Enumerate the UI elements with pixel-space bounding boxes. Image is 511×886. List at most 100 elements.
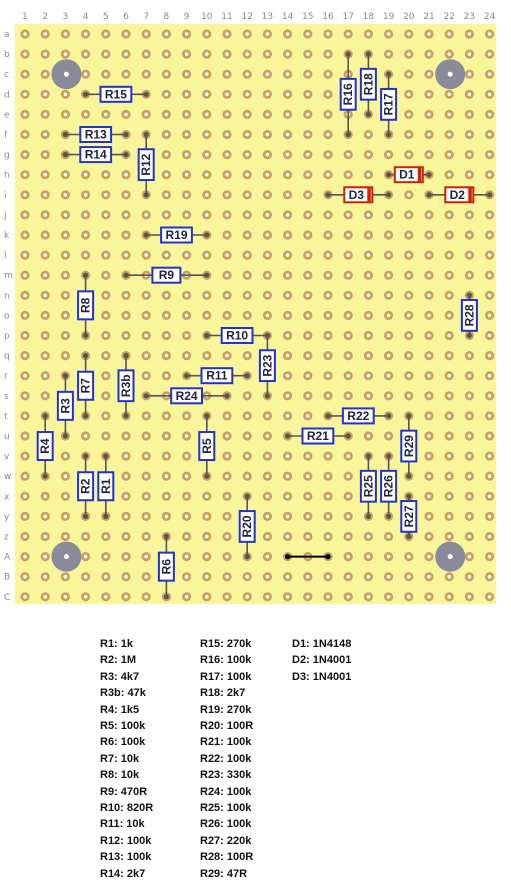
pad-hole	[164, 132, 169, 137]
pad-hole	[467, 434, 472, 438]
pad-hole	[184, 193, 189, 197]
pad-hole	[43, 373, 47, 378]
pad-hole	[184, 52, 189, 56]
lead-end	[143, 232, 149, 238]
pad-hole	[427, 595, 431, 599]
pad-hole	[306, 132, 310, 137]
pad-hole	[164, 152, 169, 157]
pad-hole	[124, 574, 128, 579]
pad-hole	[285, 494, 290, 499]
legend-entry: R22: 100k	[200, 752, 252, 765]
pad-hole	[467, 152, 472, 157]
pad-hole	[23, 172, 27, 177]
part-label: R24	[176, 389, 198, 403]
pad-hole	[43, 534, 47, 539]
pad-hole	[43, 574, 47, 579]
resistor-r3: R3	[56, 373, 74, 439]
pad-hole	[225, 534, 229, 539]
legend-entry: D1: 1N4148	[292, 638, 352, 650]
legend-entry: R29: 47R	[200, 867, 248, 880]
pad-hole	[63, 494, 68, 499]
legend-entry: D3: 1N4001	[292, 670, 352, 683]
pad-hole	[346, 233, 351, 237]
pad-hole	[104, 394, 108, 398]
part-label: R11	[206, 369, 228, 383]
pad-hole	[427, 514, 431, 519]
lead-end	[83, 353, 89, 359]
pad-hole	[366, 253, 371, 257]
column-label: 11	[221, 12, 232, 22]
cathode-band	[468, 187, 472, 203]
pad-hole	[164, 32, 169, 36]
pad-hole	[427, 293, 431, 298]
lead-end	[62, 131, 68, 138]
pad-hole	[346, 574, 351, 579]
pad-hole	[245, 233, 249, 237]
pad-hole	[467, 454, 472, 458]
pad-hole	[306, 373, 310, 378]
pad-hole	[23, 534, 27, 539]
pad-hole	[306, 394, 310, 398]
pad-hole	[467, 273, 472, 278]
pad-hole	[326, 373, 330, 378]
body	[77, 370, 95, 401]
pad-hole	[184, 434, 189, 438]
pad-hole	[104, 193, 108, 197]
pad-hole	[386, 152, 391, 157]
part-label: R6	[159, 559, 173, 575]
part-label: R23	[260, 354, 274, 376]
pad-hole	[467, 233, 472, 237]
pad-hole	[124, 233, 128, 237]
pad-hole	[205, 253, 209, 257]
body	[460, 299, 478, 332]
pad-hole	[43, 494, 47, 499]
pad-hole	[346, 474, 351, 479]
pad-hole	[245, 92, 249, 97]
pad-hole	[386, 293, 391, 298]
pad-hole	[467, 172, 472, 177]
pad-hole	[346, 333, 351, 338]
lead-end	[204, 332, 210, 339]
legend-entry: R11: 10k	[100, 818, 145, 831]
pad-hole	[407, 574, 411, 579]
pad-hole	[225, 313, 229, 318]
pad-hole	[245, 193, 249, 197]
pad-hole	[63, 333, 68, 338]
pad-hole	[164, 474, 169, 479]
pad-hole	[164, 293, 169, 298]
body	[77, 471, 95, 502]
pad-hole	[104, 293, 108, 298]
body	[343, 186, 374, 204]
resistor-r15: R15	[83, 85, 149, 103]
lead-end	[123, 413, 129, 419]
pad-hole	[23, 273, 27, 278]
pad-hole	[23, 333, 27, 338]
resistor-r20: R20	[238, 493, 256, 560]
pad-hole	[184, 414, 189, 418]
pad-hole	[23, 72, 27, 76]
pad-hole	[386, 213, 391, 217]
part-label: R10	[226, 329, 248, 343]
pad-hole	[104, 213, 108, 217]
pad-hole	[265, 414, 270, 418]
part-label: R2	[79, 478, 93, 494]
part-label: R15	[105, 87, 127, 101]
row-label: e	[4, 110, 10, 120]
pad-hole	[43, 213, 47, 217]
pad-hole	[326, 132, 330, 137]
lead-end	[83, 513, 89, 520]
pad-hole	[63, 574, 68, 579]
pad-hole	[144, 534, 148, 539]
pad-hole	[63, 32, 68, 36]
pad-hole	[407, 554, 411, 559]
pad-hole	[144, 253, 148, 257]
pad-hole	[124, 112, 128, 117]
resistor-r27: R27	[400, 493, 418, 540]
pad-hole	[306, 574, 310, 579]
pad-hole	[144, 112, 148, 117]
pad-hole	[285, 595, 290, 599]
pad-hole	[63, 193, 68, 197]
pad-hole	[205, 132, 209, 137]
part-label: R9	[159, 268, 175, 282]
pad-hole	[43, 554, 47, 559]
